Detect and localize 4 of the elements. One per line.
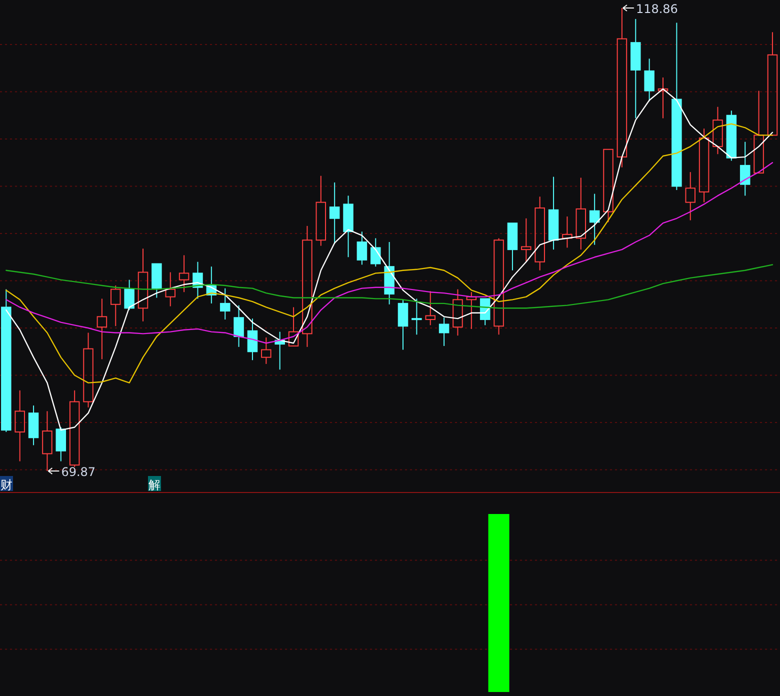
annotation: 69.87 [61,465,96,479]
text: 财 [0,478,12,492]
annotation: 118.86 [636,2,678,16]
text: 解 [148,478,160,492]
